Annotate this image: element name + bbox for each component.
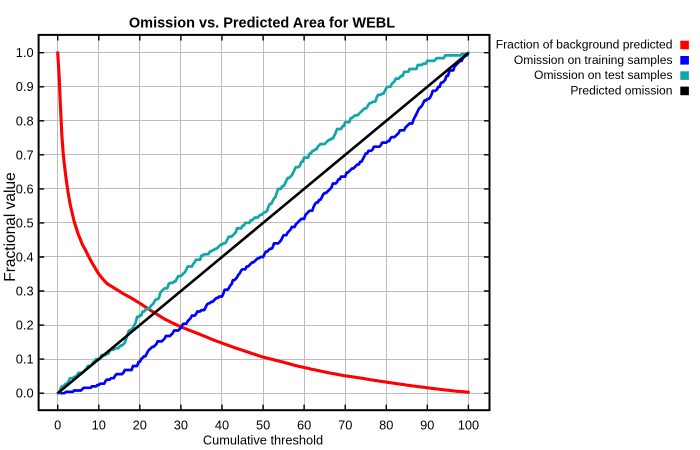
svg-text:80: 80	[379, 418, 393, 433]
svg-text:0: 0	[54, 418, 61, 433]
svg-text:20: 20	[133, 418, 147, 433]
svg-text:1.0: 1.0	[16, 45, 34, 60]
svg-text:0.6: 0.6	[16, 181, 34, 196]
svg-text:Fraction of background predict: Fraction of background predicted	[496, 38, 673, 52]
svg-text:60: 60	[297, 418, 311, 433]
svg-text:0.4: 0.4	[16, 250, 34, 265]
svg-text:0.7: 0.7	[16, 147, 34, 162]
svg-text:50: 50	[256, 418, 270, 433]
svg-text:Omission vs. Predicted Area fo: Omission vs. Predicted Area for WEBL	[129, 16, 395, 32]
svg-text:70: 70	[338, 418, 352, 433]
svg-text:0.5: 0.5	[16, 215, 34, 230]
svg-text:100: 100	[458, 418, 479, 433]
svg-text:Cumulative threshold: Cumulative threshold	[203, 433, 323, 448]
svg-text:Fractional value: Fractional value	[2, 172, 19, 281]
svg-text:0.1: 0.1	[16, 352, 34, 367]
svg-text:40: 40	[215, 418, 229, 433]
svg-text:0.2: 0.2	[16, 318, 34, 333]
svg-text:Omission on training samples: Omission on training samples	[514, 53, 673, 67]
svg-text:Predicted omission: Predicted omission	[570, 83, 672, 97]
svg-text:30: 30	[174, 418, 188, 433]
svg-text:90: 90	[420, 418, 434, 433]
svg-text:0.3: 0.3	[16, 284, 34, 299]
svg-text:10: 10	[92, 418, 106, 433]
svg-text:Omission on test samples: Omission on test samples	[534, 68, 672, 82]
svg-text:0.0: 0.0	[16, 386, 34, 401]
svg-text:0.8: 0.8	[16, 113, 34, 128]
svg-text:0.9: 0.9	[16, 79, 34, 94]
